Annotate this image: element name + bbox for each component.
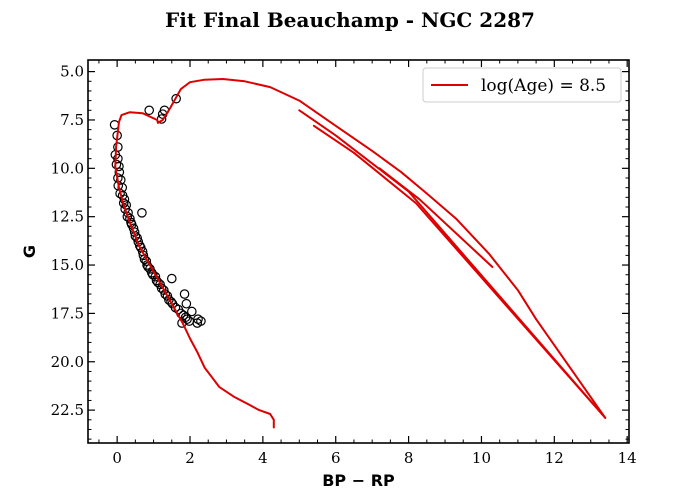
ticks-layer: 0 2 4 6 8 10 12 14 5.0 7.5 10.0 12.5 15.0 17.5 20.0 22.… — [51, 60, 637, 467]
data-point — [179, 289, 190, 299]
legend: log(Age) = 8.5 — [422, 67, 622, 103]
scatter-series-observed-stars — [109, 93, 206, 328]
plot-frame — [87, 59, 630, 444]
x-tick-label: 14 — [618, 449, 637, 467]
data-point — [130, 231, 141, 241]
isochrone-segment — [114, 78, 538, 429]
data-point — [113, 142, 123, 152]
y-tick-label: 15.0 — [51, 256, 84, 274]
x-axis-label: BP − RP — [322, 471, 395, 490]
y-tick-label: 17.5 — [51, 304, 84, 322]
x-tick-label: 8 — [404, 449, 414, 467]
data-point — [192, 318, 203, 328]
data-point — [137, 208, 147, 218]
y-tick-label: 20.0 — [51, 353, 84, 371]
legend-box — [422, 67, 622, 103]
y-tick-label: 12.5 — [51, 208, 84, 226]
series-layer — [109, 78, 607, 429]
data-point — [171, 93, 181, 104]
y-axis-label: G — [20, 245, 39, 258]
data-point — [193, 314, 203, 325]
isochrone-line-series — [114, 78, 607, 429]
x-tick-label: 2 — [185, 449, 195, 467]
y-tick-label: 22.5 — [51, 401, 84, 419]
data-point — [134, 240, 145, 251]
y-tick-label: 5.0 — [60, 63, 84, 81]
data-point — [138, 250, 149, 261]
data-point — [150, 271, 161, 282]
isochrone-segment — [312, 124, 607, 419]
data-point — [144, 105, 155, 116]
isochrone-segment — [298, 109, 607, 419]
x-tick-label: 12 — [545, 449, 564, 467]
y-tick-label: 7.5 — [60, 111, 84, 129]
data-point — [119, 194, 130, 205]
data-point — [177, 318, 187, 328]
x-tick-label: 4 — [258, 449, 268, 467]
x-tick-label: 10 — [472, 449, 491, 467]
data-point — [166, 273, 177, 284]
legend-label: log(Age) = 8.5 — [481, 76, 606, 96]
data-point — [187, 306, 197, 317]
y-tick-label: 10.0 — [51, 159, 84, 177]
x-tick-label: 6 — [331, 449, 341, 467]
chart-title: Fit Final Beauchamp - NGC 2287 — [165, 8, 535, 32]
isochrone-segment — [378, 167, 494, 268]
x-tick-label: 0 — [112, 449, 122, 467]
data-point — [181, 298, 192, 309]
